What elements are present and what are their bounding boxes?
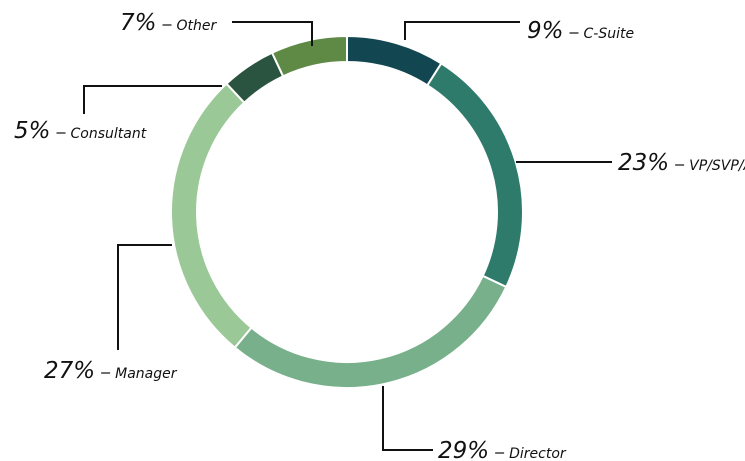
donut-segment (346, 34, 443, 87)
leader-line (382, 386, 433, 451)
value-label: 29% (438, 438, 489, 461)
category-label: Director (509, 446, 567, 461)
leader-line (232, 21, 313, 46)
category-label: Manager (115, 366, 178, 382)
category-label: Other (177, 18, 218, 34)
donut-segment (170, 82, 253, 350)
category-label: C-Suite (584, 26, 635, 42)
value-label: 27% (44, 358, 95, 384)
value-label: 5% (14, 118, 51, 144)
value-label: 23% (618, 150, 669, 176)
donut-segment (233, 274, 508, 389)
category-label: VP/SVP/AVP (689, 158, 745, 174)
donut-segment (425, 62, 524, 289)
donut-segment (270, 34, 348, 78)
leader-line (117, 244, 172, 350)
value-label: 7% (120, 10, 157, 36)
leader-line (83, 85, 222, 114)
leader-line (404, 21, 520, 40)
value-label: 9% (527, 18, 564, 44)
category-label: Consultant (71, 126, 147, 142)
